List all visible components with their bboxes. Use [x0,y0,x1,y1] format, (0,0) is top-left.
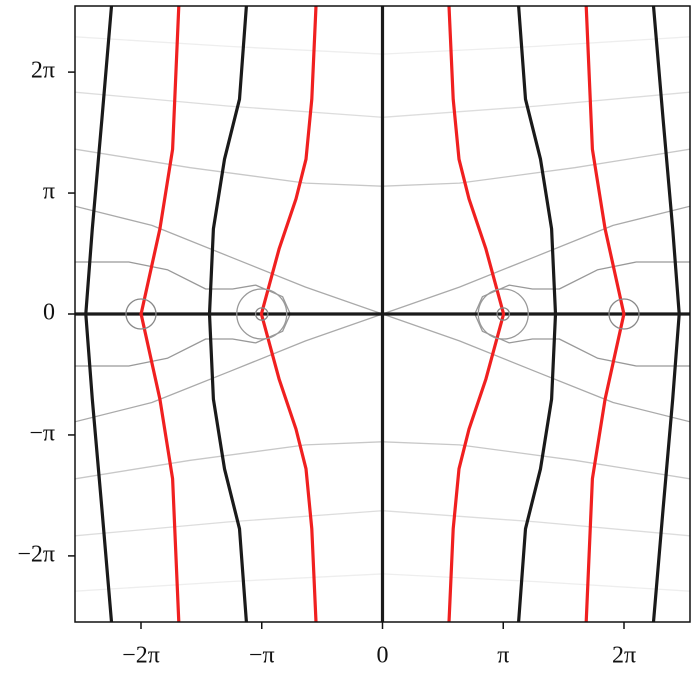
x-tick-label: −2π [122,643,160,669]
contour-line [447,6,506,622]
y-tick-label: −π [29,420,55,446]
contour-line [584,6,626,622]
y-tick-label: 2π [31,58,55,84]
contour-line [259,6,318,622]
contour-loop [125,298,157,330]
contour-line [474,313,690,367]
contour-loop [608,298,640,330]
contour-line [474,261,690,315]
x-tick-label: π [497,643,509,669]
contour-line [517,6,558,622]
y-tick-label: π [43,179,55,205]
y-tick-label: 0 [43,300,55,326]
contour-line [75,261,291,315]
contour-loop [236,288,288,340]
contour-line [75,313,291,367]
x-tick-label: 2π [612,643,636,669]
contour-line [139,6,181,622]
contour-loop [496,307,511,321]
contour-loop [254,307,269,321]
y-tick-label: −2π [17,541,55,567]
plot-area [75,6,690,622]
contour-line [207,6,248,622]
contour-line [651,6,681,622]
contour-line [84,6,114,622]
x-tick-label: −π [249,643,275,669]
contour-loop [477,288,529,340]
x-tick-label: 0 [377,643,389,669]
